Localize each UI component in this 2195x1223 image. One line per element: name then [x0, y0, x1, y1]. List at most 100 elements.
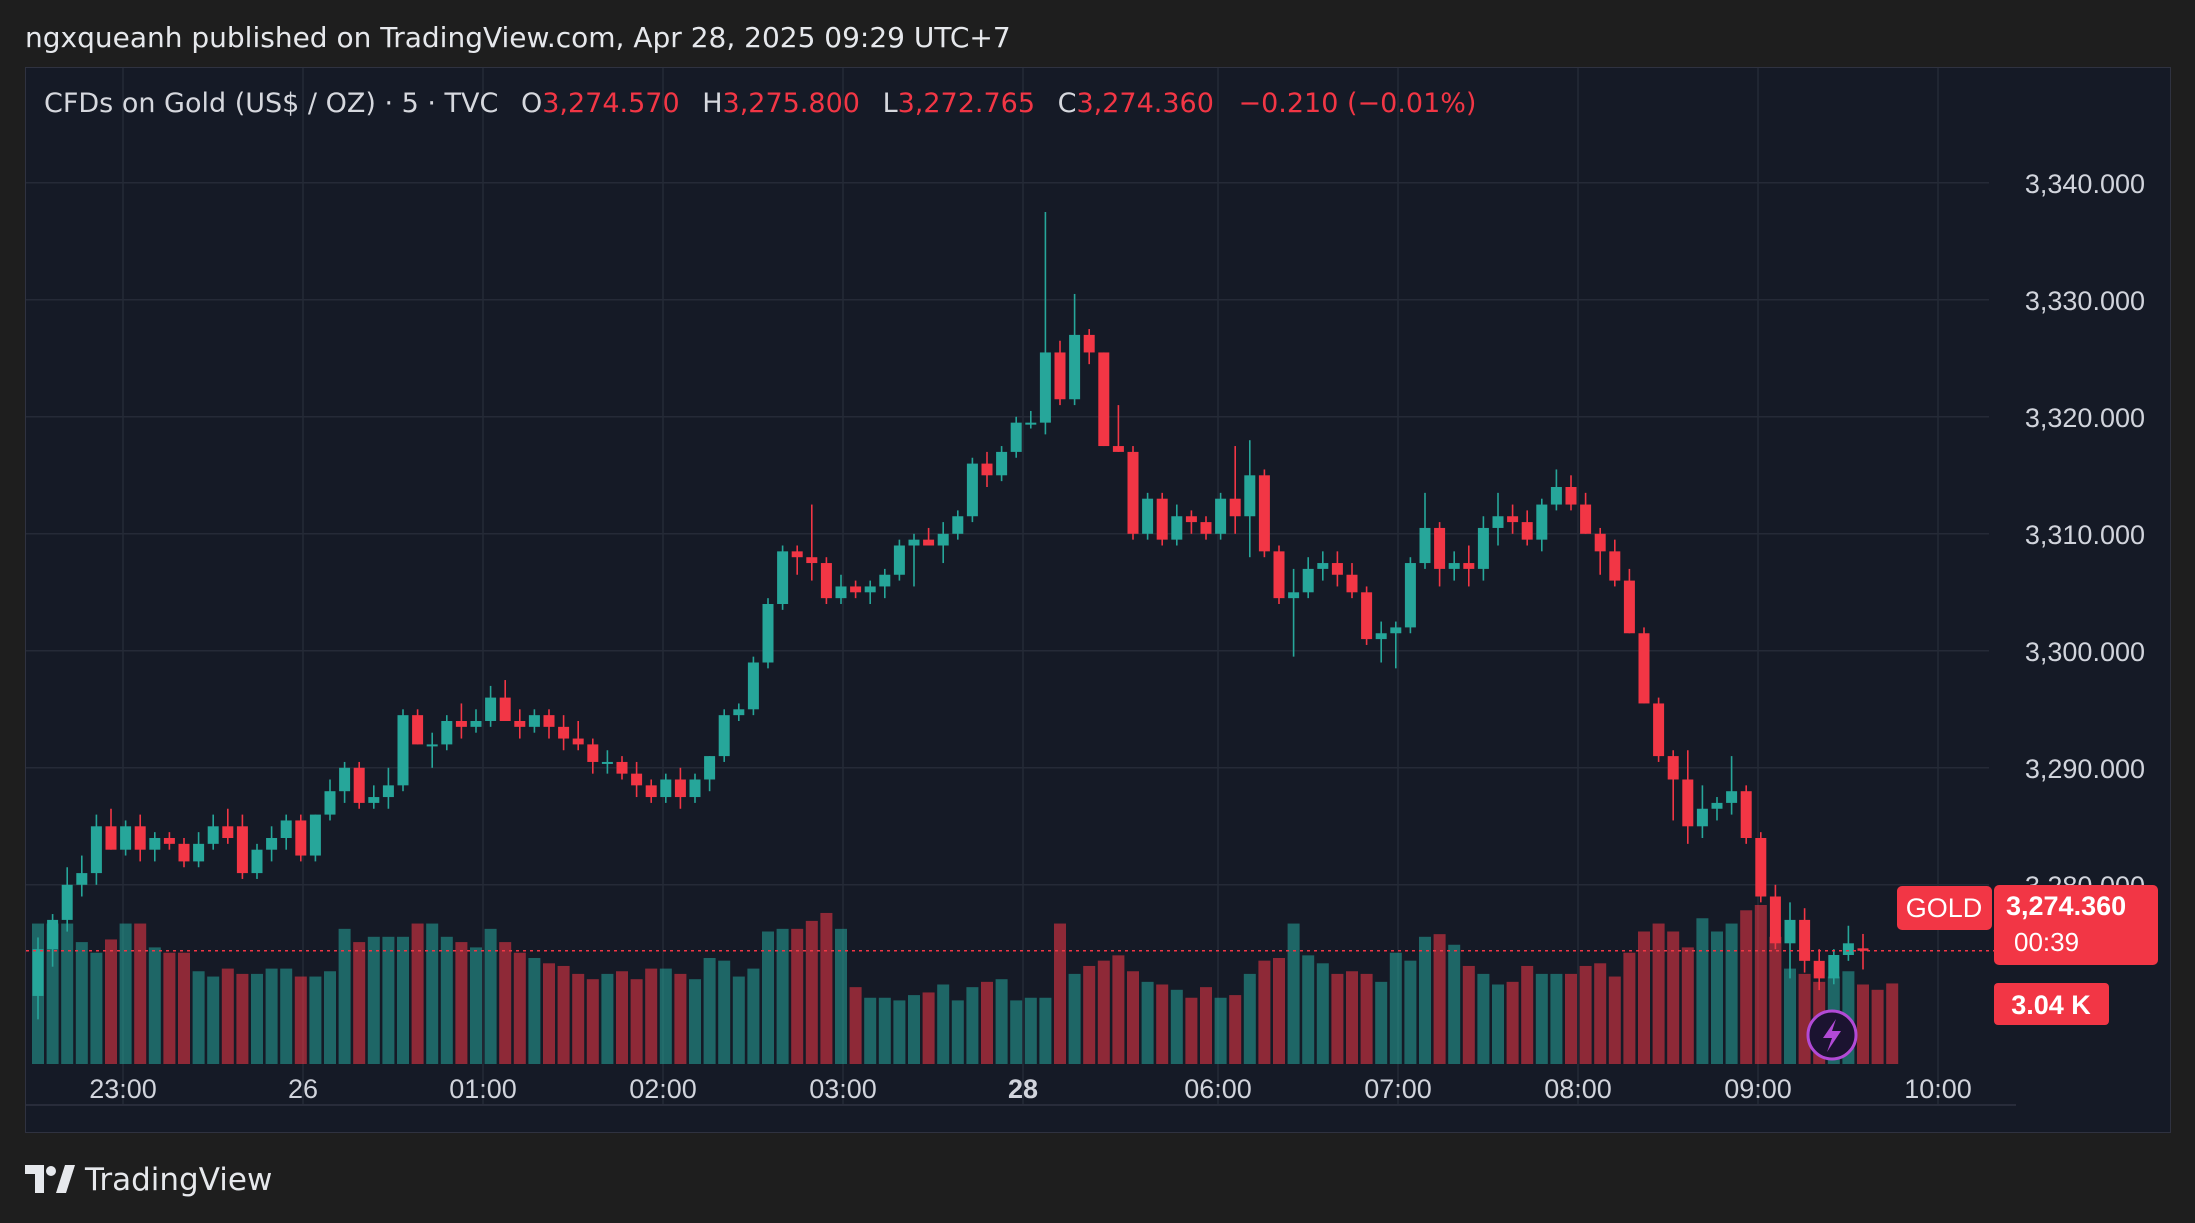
candle [1682, 750, 1694, 844]
candle-body [1331, 563, 1343, 575]
candle [1565, 475, 1577, 511]
candle-body [1215, 498, 1227, 534]
candle-body [1623, 580, 1635, 634]
candle-body [1112, 446, 1124, 452]
candle-body [1171, 516, 1183, 540]
lightning-icon[interactable] [1806, 1009, 1858, 1061]
time-axis[interactable]: 23:00 26 01:00 02:00 03:00 28 06:00 07:00 08:00 0… [89, 1074, 1972, 1104]
candle [1331, 551, 1343, 587]
candle-body [1361, 592, 1373, 640]
candle-body [207, 826, 219, 844]
candle-body [1565, 487, 1577, 505]
candle [339, 761, 351, 803]
candle-body [1638, 633, 1650, 704]
price-tick-label: 3,340.000 [2025, 169, 2145, 199]
candle [1521, 510, 1533, 546]
candle-body [47, 919, 59, 950]
candle-body [1463, 563, 1475, 569]
candle-body [1404, 563, 1416, 628]
candle [251, 843, 263, 879]
volume-bar [1389, 952, 1402, 1064]
volume-bar [178, 952, 190, 1064]
candle [485, 685, 497, 727]
volume-bar [1068, 973, 1081, 1064]
candle-body [397, 715, 409, 786]
volume-bar [1273, 958, 1285, 1064]
volume-bar [820, 912, 833, 1064]
candle [1594, 527, 1606, 575]
candle-body [236, 826, 248, 874]
volume-bar [908, 995, 920, 1064]
candle-body [1521, 522, 1533, 540]
volume-bar [134, 923, 147, 1064]
candle-body [1740, 791, 1752, 838]
volume-bar [1214, 997, 1227, 1064]
open-value: 3,274.570 [542, 88, 680, 119]
candle [674, 767, 686, 809]
candle [820, 557, 832, 604]
volume-bar [1170, 989, 1183, 1064]
volume-bar [630, 979, 643, 1064]
candle [572, 721, 584, 751]
volume-tag-bg [1994, 983, 2109, 1025]
candle [163, 832, 175, 850]
volume-bars [32, 905, 1899, 1064]
candle [952, 510, 964, 540]
candle-body [1434, 527, 1446, 569]
candle-body [762, 604, 774, 663]
last-price-tag[interactable]: GOLD 3,274.360 00:39 [1897, 885, 2158, 965]
volume-bar [1696, 918, 1709, 1064]
candle [1098, 352, 1110, 447]
volume-bar [1608, 976, 1621, 1064]
volume-bar [1462, 965, 1475, 1064]
candle [368, 785, 380, 809]
candle [528, 709, 540, 733]
price-axis[interactable]: 3,340.000 3,330.000 3,320.000 3,310.000 3,30… [2025, 169, 2145, 901]
volume-bar [1550, 973, 1563, 1064]
candle [601, 750, 613, 774]
close-label: C [1057, 88, 1077, 119]
candle-body [1755, 838, 1767, 897]
volume-bar [221, 968, 234, 1064]
candle [1507, 504, 1519, 534]
candle-body [251, 849, 263, 874]
volume-bar [747, 968, 760, 1064]
candle-body [923, 539, 935, 546]
candle [1244, 440, 1256, 558]
chart-panel[interactable]: 3,340.000 3,330.000 3,320.000 3,310.000 3,30… [25, 67, 2171, 1133]
volume-bar [1740, 910, 1753, 1064]
candle [1434, 522, 1446, 587]
tradingview-logo[interactable]: TradingView [25, 1160, 272, 1200]
volume-bar [1039, 997, 1052, 1064]
candle-body [266, 838, 278, 850]
volume-bar [46, 923, 59, 1064]
time-tick-label: 08:00 [1544, 1074, 1612, 1104]
volume-bar [148, 947, 161, 1064]
time-tick-label: 10:00 [1904, 1074, 1972, 1104]
candle-body [1244, 475, 1256, 517]
volume-bar [397, 936, 409, 1064]
chart-canvas[interactable]: 3,340.000 3,330.000 3,320.000 3,310.000 3,30… [26, 68, 2170, 1132]
candle-body [1054, 352, 1066, 400]
volume-bar [1156, 984, 1169, 1064]
candle-body [616, 761, 628, 774]
candle-body [412, 715, 424, 745]
candle-body [1536, 504, 1548, 540]
candle-body [835, 586, 847, 599]
volume-bar [1141, 981, 1154, 1064]
candle [134, 814, 146, 862]
candle-body [1025, 422, 1037, 425]
candle [1667, 750, 1679, 821]
candle-body [820, 563, 832, 599]
candle-body [1083, 334, 1095, 353]
candle [864, 580, 876, 604]
candle [1609, 539, 1621, 587]
candle-body [777, 551, 789, 604]
candle-body [455, 721, 467, 727]
candle [1638, 627, 1650, 704]
candle [222, 808, 234, 844]
volume-bar [207, 976, 220, 1064]
time-tick-label: 23:00 [89, 1074, 157, 1104]
candle [1025, 410, 1037, 429]
chart-legend: CFDs on Gold (US$ / OZ) · 5 · TVC O3,274… [44, 84, 1476, 124]
